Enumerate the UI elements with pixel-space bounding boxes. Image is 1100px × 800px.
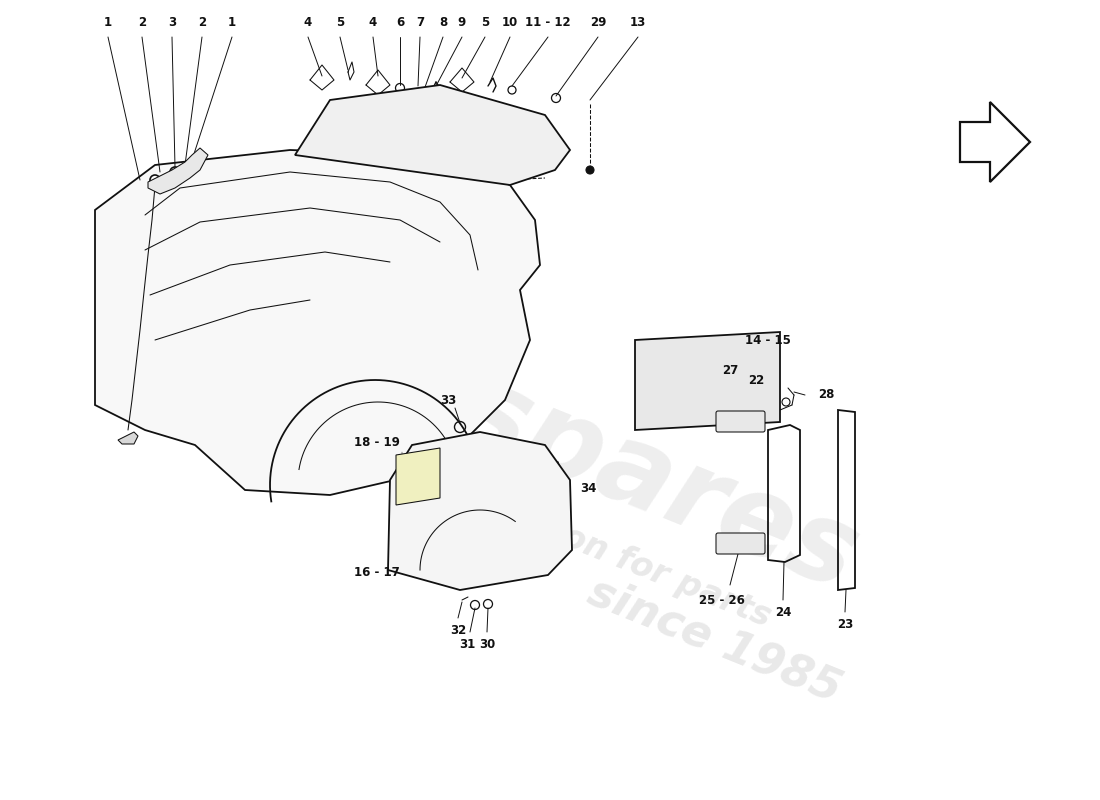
Text: 5: 5	[336, 17, 344, 30]
Text: 4: 4	[304, 17, 312, 30]
Polygon shape	[635, 332, 780, 430]
Text: 28: 28	[818, 389, 835, 402]
Text: since 1985: since 1985	[582, 570, 848, 710]
Text: 24: 24	[774, 606, 791, 618]
Text: since 1985: since 1985	[582, 570, 848, 710]
Polygon shape	[396, 448, 440, 505]
Polygon shape	[118, 432, 138, 444]
Polygon shape	[95, 150, 540, 495]
Text: 13: 13	[630, 17, 646, 30]
Polygon shape	[388, 432, 572, 590]
Text: 18 - 19: 18 - 19	[354, 435, 400, 449]
FancyBboxPatch shape	[716, 533, 764, 554]
Text: 33: 33	[440, 394, 456, 406]
Text: 2: 2	[138, 17, 146, 30]
Text: 9: 9	[458, 17, 466, 30]
Text: 25 - 26: 25 - 26	[700, 594, 745, 606]
Circle shape	[170, 167, 180, 177]
Text: 3: 3	[168, 17, 176, 30]
Text: 23: 23	[837, 618, 854, 630]
Text: a passion for parts: a passion for parts	[434, 470, 776, 634]
Text: 22: 22	[748, 374, 764, 386]
Text: 31: 31	[459, 638, 475, 650]
FancyBboxPatch shape	[716, 411, 764, 432]
Text: 4: 4	[368, 17, 377, 30]
Circle shape	[150, 175, 160, 185]
Text: a passion for parts: a passion for parts	[434, 470, 776, 634]
Text: 2: 2	[198, 17, 206, 30]
Text: 8: 8	[439, 17, 447, 30]
Polygon shape	[148, 148, 208, 194]
Text: eurospares: eurospares	[183, 251, 873, 613]
Text: eurospares: eurospares	[183, 251, 873, 613]
Text: 30: 30	[478, 638, 495, 650]
Text: 1: 1	[228, 17, 236, 30]
Text: 1: 1	[103, 17, 112, 30]
Text: 10: 10	[502, 17, 518, 30]
Text: 11 - 12: 11 - 12	[525, 17, 571, 30]
Polygon shape	[295, 85, 570, 185]
Text: 27: 27	[722, 363, 738, 377]
Circle shape	[586, 166, 594, 174]
Text: 14 - 15: 14 - 15	[745, 334, 791, 346]
Text: 16 - 17: 16 - 17	[354, 566, 400, 578]
Text: 7: 7	[416, 17, 425, 30]
Text: 6: 6	[396, 17, 404, 30]
Text: 32: 32	[450, 623, 466, 637]
Text: 34: 34	[580, 482, 596, 494]
Text: 29: 29	[590, 17, 606, 30]
Text: 5: 5	[481, 17, 490, 30]
